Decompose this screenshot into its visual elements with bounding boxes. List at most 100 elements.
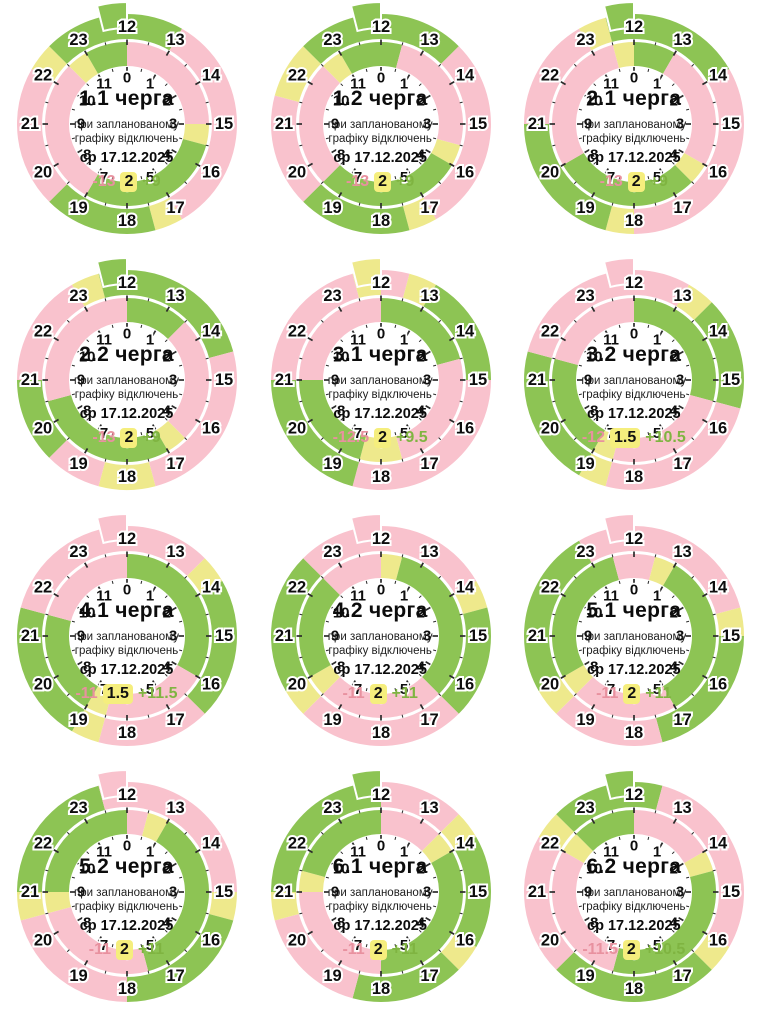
hour-tick — [702, 593, 708, 598]
inner-hour-label: 9 — [584, 372, 592, 389]
hour-tick — [84, 562, 89, 569]
inner-ring-segment-maybe — [183, 124, 209, 146]
chart-subtitle: при запланованому графіку відключень — [546, 630, 722, 658]
half-hour-tick — [691, 949, 695, 953]
chart-subtitle-line2: графіку відключень — [582, 645, 686, 658]
inner-hour-label: 4 — [416, 915, 425, 932]
hour-tick — [152, 168, 157, 174]
hours-off-value: -12.5 — [332, 428, 370, 446]
outer-ring-segment-off — [302, 696, 459, 746]
half-hour-tick — [147, 298, 150, 302]
hour-tick — [84, 191, 89, 198]
half-hour-tick — [320, 437, 324, 441]
outer-hour-label: 16 — [455, 164, 473, 182]
half-hour-tick — [358, 714, 361, 718]
inner-hour-label: 10 — [586, 861, 603, 878]
hour-tick — [605, 586, 610, 592]
half-hour-tick — [205, 869, 209, 872]
half-hour-tick — [401, 42, 404, 46]
inner-ring-segment-off — [298, 892, 381, 974]
outer-hour-label: 20 — [34, 164, 52, 182]
half-hour-tick — [579, 876, 583, 879]
half-hour-tick — [552, 144, 556, 147]
chart-center-text: 6.2 черга при запланованому графіку відк… — [546, 856, 722, 960]
inner-hour-label: 11 — [350, 588, 366, 605]
hour-tick — [53, 418, 60, 423]
chart-center-text: 3.2 черга при запланованому графіку відк… — [546, 344, 722, 448]
hours-on-value: +11 — [137, 940, 165, 958]
hour-tick — [53, 81, 60, 86]
half-hour-tick — [579, 364, 583, 367]
half-hour-tick — [418, 595, 422, 599]
inner-ring-segment-maybe — [45, 892, 71, 914]
outer-hour-label: 14 — [202, 835, 221, 853]
hours-maybe-value: 2 — [374, 427, 392, 448]
inner-ring-segment-off — [380, 810, 439, 851]
outer-hour-label: 21 — [21, 627, 39, 645]
outer-hour-label: 12 — [118, 786, 136, 804]
hour-tick — [591, 50, 596, 57]
hour-tick — [307, 930, 313, 935]
inner-hour-label: 11 — [603, 332, 619, 349]
outer-hour-label: 20 — [287, 932, 305, 950]
outer-ring-segment-maybe — [579, 17, 613, 51]
inner-hour-label: 7 — [353, 937, 361, 954]
hour-tick — [591, 959, 596, 966]
inner-hour-label: 7 — [353, 169, 361, 186]
half-hour-tick — [111, 176, 114, 180]
outer-hour-label: 19 — [323, 455, 341, 473]
outer-hour-label: 20 — [541, 420, 559, 438]
inner-hour-label: 5 — [399, 169, 407, 186]
inner-hour-label: 9 — [77, 628, 85, 645]
hour-tick — [171, 606, 177, 611]
half-hour-tick — [205, 357, 209, 360]
inner-hour-label: 2 — [670, 93, 678, 110]
outer-ring-segment-maybe — [454, 581, 487, 614]
half-hour-tick — [579, 905, 583, 908]
hours-maybe-value: 2 — [120, 171, 138, 192]
outer-hour-label: 16 — [709, 164, 727, 182]
inner-hour-label: 0 — [376, 838, 384, 855]
inner-ring-segment-on — [44, 614, 98, 708]
half-hour-tick — [365, 688, 368, 692]
half-hour-tick — [619, 944, 621, 948]
chart-subtitle-line2: графіку відключень — [74, 901, 179, 914]
half-hour-tick — [432, 649, 436, 652]
outer-ring-segment-maybe — [149, 197, 182, 231]
hours-off-value: -13 — [599, 172, 623, 190]
half-hour-tick — [712, 912, 717, 915]
half-hour-tick — [459, 101, 463, 104]
inner-ring-segment-off — [322, 554, 381, 595]
hours-maybe-value: 1.5 — [102, 683, 133, 704]
inner-ring-segment-off — [298, 298, 381, 380]
half-hour-tick — [325, 364, 329, 367]
outer-hour-label: 18 — [118, 724, 136, 742]
hour-tick — [419, 50, 424, 57]
inner-ring-segment-off — [634, 810, 706, 863]
half-hour-tick — [45, 656, 49, 659]
hour-tick — [171, 350, 177, 355]
outer-ring-segment-on — [524, 540, 592, 691]
inner-ring-segment-on — [552, 358, 606, 452]
hour-tick — [405, 936, 410, 942]
inner-ring-segment-on — [634, 42, 676, 74]
outage-chart-card: 01234567891011121314151617181920212223 6… — [507, 768, 760, 1024]
hour-tick — [591, 818, 596, 825]
hour-tick — [53, 849, 60, 854]
half-hour-tick — [358, 202, 361, 206]
hour-tick — [584, 149, 591, 154]
inner-hour-label: 1 — [146, 844, 154, 861]
inner-ring-segment-off — [105, 665, 199, 719]
clock-spiral: 01234567891011121314151617181920212223 — [270, 512, 491, 746]
outer-hour-label: 14 — [455, 579, 474, 597]
half-hour-tick — [365, 176, 368, 180]
clock-spiral: 01234567891011121314151617181920212223 — [17, 0, 237, 234]
chart-subtitle: при запланованому графіку відключень — [546, 118, 722, 146]
inner-hour-label: 7 — [607, 681, 615, 698]
outer-hour-label: 15 — [722, 627, 740, 645]
outer-ring-segment-maybe — [209, 892, 237, 921]
half-hour-tick — [654, 42, 657, 46]
outer-ring-segment-on — [17, 785, 105, 892]
hour-tick — [424, 606, 431, 611]
hour-tick — [560, 418, 567, 423]
